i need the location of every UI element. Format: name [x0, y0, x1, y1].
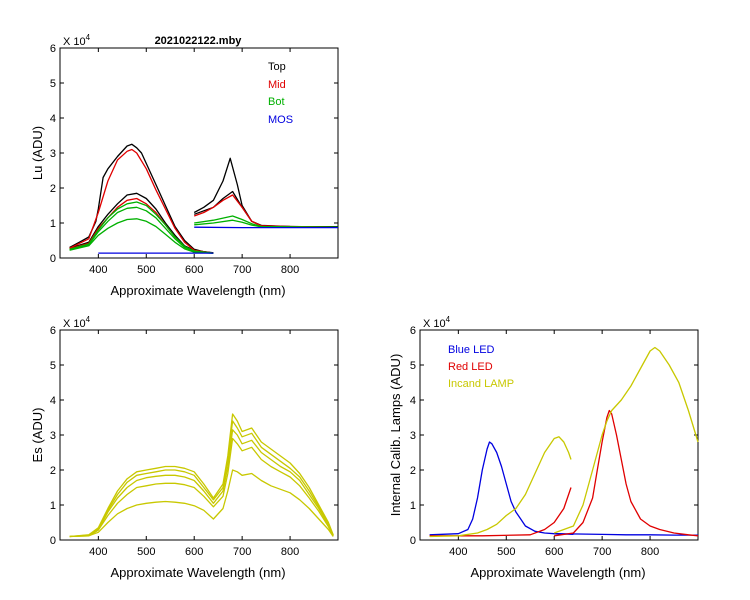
es-series-es — [69, 429, 334, 538]
lamps-multiplier: X 104 — [423, 315, 451, 330]
lamps-series-group — [429, 346, 699, 538]
y-tick-label: 2 — [50, 183, 56, 195]
y-tick-label: 1 — [50, 218, 56, 230]
lu-xlabel: Approximate Wavelength (nm) — [110, 283, 285, 298]
es-axes: 400 500 600 700 800 0 1 2 3 4 5 6 — [50, 325, 339, 558]
y-tick-label: 1 — [50, 500, 56, 512]
x-tick-label: 800 — [281, 264, 299, 276]
legend-top: Top — [268, 61, 286, 73]
x-tick-label: 400 — [89, 264, 107, 276]
y-tick-label: 4 — [50, 113, 56, 125]
y-tick-label: 4 — [50, 395, 56, 407]
x-tick-label: 500 — [497, 546, 515, 558]
x-tick-label: 700 — [593, 546, 611, 558]
lu-multiplier: X 104 — [63, 33, 91, 48]
x-tick-label: 600 — [185, 546, 203, 558]
lamps-xlabel: Approximate Wavelength (nm) — [470, 565, 645, 580]
lamps-panel: X 104 Approximate Wavelength (nm) Intern… — [388, 315, 699, 580]
x-tick-label: 800 — [641, 546, 659, 558]
y-tick-label: 5 — [410, 360, 416, 372]
y-tick-label: 4 — [410, 395, 416, 407]
y-tick-label: 2 — [410, 465, 416, 477]
y-tick-label: 0 — [50, 253, 56, 265]
x-tick-label: 500 — [137, 264, 155, 276]
legend-red-led: Red LED — [448, 361, 493, 373]
figure-title: 2021022122.mby — [155, 35, 243, 47]
x-tick-label: 500 — [137, 546, 155, 558]
es-series-group — [69, 413, 334, 538]
y-tick-label: 3 — [410, 430, 416, 442]
lamps-legend: Blue LED Red LED Incand LAMP — [448, 344, 514, 390]
y-tick-label: 0 — [410, 535, 416, 547]
y-tick-label: 5 — [50, 78, 56, 90]
x-tick-label: 400 — [89, 546, 107, 558]
x-tick-label: 600 — [185, 264, 203, 276]
legend-mos: MOS — [268, 114, 293, 126]
es-series-es — [69, 413, 334, 538]
y-tick-label: 3 — [50, 148, 56, 160]
legend-bot: Bot — [268, 96, 285, 108]
lu-series-bot — [69, 218, 214, 255]
es-series-es — [69, 420, 334, 538]
lamps-series-blue-led — [429, 441, 574, 536]
es-multiplier-base: X 10 — [63, 318, 86, 330]
lu-multiplier-base: X 10 — [63, 36, 86, 48]
x-tick-label: 800 — [281, 546, 299, 558]
y-tick-label: 6 — [410, 325, 416, 337]
lamps-axes: 400 500 600 700 800 0 1 2 3 4 5 6 — [410, 325, 699, 558]
es-panel: X 104 Approximate Wavelength (nm) Es (AD… — [30, 315, 339, 580]
x-tick-label: 700 — [233, 546, 251, 558]
lu-multiplier-exp: 4 — [86, 33, 91, 42]
y-tick-label: 6 — [50, 325, 56, 337]
y-tick-label: 0 — [50, 535, 56, 547]
es-series-es — [69, 437, 334, 538]
lu-series-group — [69, 143, 339, 255]
lu-legend: Top Mid Bot MOS — [268, 61, 293, 126]
legend-blue-led: Blue LED — [448, 344, 495, 356]
lu-series-top — [193, 157, 338, 228]
y-tick-label: 3 — [50, 430, 56, 442]
es-ylabel: Es (ADU) — [30, 408, 45, 463]
es-xlabel: Approximate Wavelength (nm) — [110, 565, 285, 580]
es-multiplier-exp: 4 — [86, 315, 91, 324]
y-tick-label: 1 — [410, 500, 416, 512]
lamps-series-incand-lamp — [553, 346, 699, 534]
y-tick-label: 2 — [50, 465, 56, 477]
lamps-series-red-led — [554, 409, 699, 537]
x-tick-label: 700 — [233, 264, 251, 276]
x-tick-label: 400 — [449, 546, 467, 558]
legend-incand-lamp: Incand LAMP — [448, 378, 514, 390]
x-tick-label: 600 — [545, 546, 563, 558]
lu-series-mid — [69, 197, 214, 254]
lu-ylabel: Lu (ADU) — [30, 126, 45, 180]
lamps-series-red-led — [429, 487, 572, 537]
lamps-series-incand-lamp — [429, 436, 572, 538]
lu-series-bot — [69, 206, 214, 254]
lamps-series-blue-led — [554, 533, 698, 536]
y-tick-label: 5 — [50, 360, 56, 372]
y-tick-label: 6 — [50, 43, 56, 55]
lu-series-mid — [69, 148, 214, 254]
es-series-es — [69, 469, 334, 538]
lu-axes: 400 500 600 700 800 0 1 2 3 4 5 6 — [50, 43, 339, 276]
lamps-ylabel: Internal Calib. Lamps (ADU) — [388, 354, 403, 517]
es-multiplier: X 104 — [63, 315, 91, 330]
legend-mid: Mid — [268, 79, 286, 91]
lu-panel: 2021022122.mby X 104 Approximate Wavelen… — [30, 33, 339, 298]
lu-series-bot — [69, 201, 214, 254]
lamps-multiplier-base: X 10 — [423, 318, 446, 330]
lamps-multiplier-exp: 4 — [446, 315, 451, 324]
